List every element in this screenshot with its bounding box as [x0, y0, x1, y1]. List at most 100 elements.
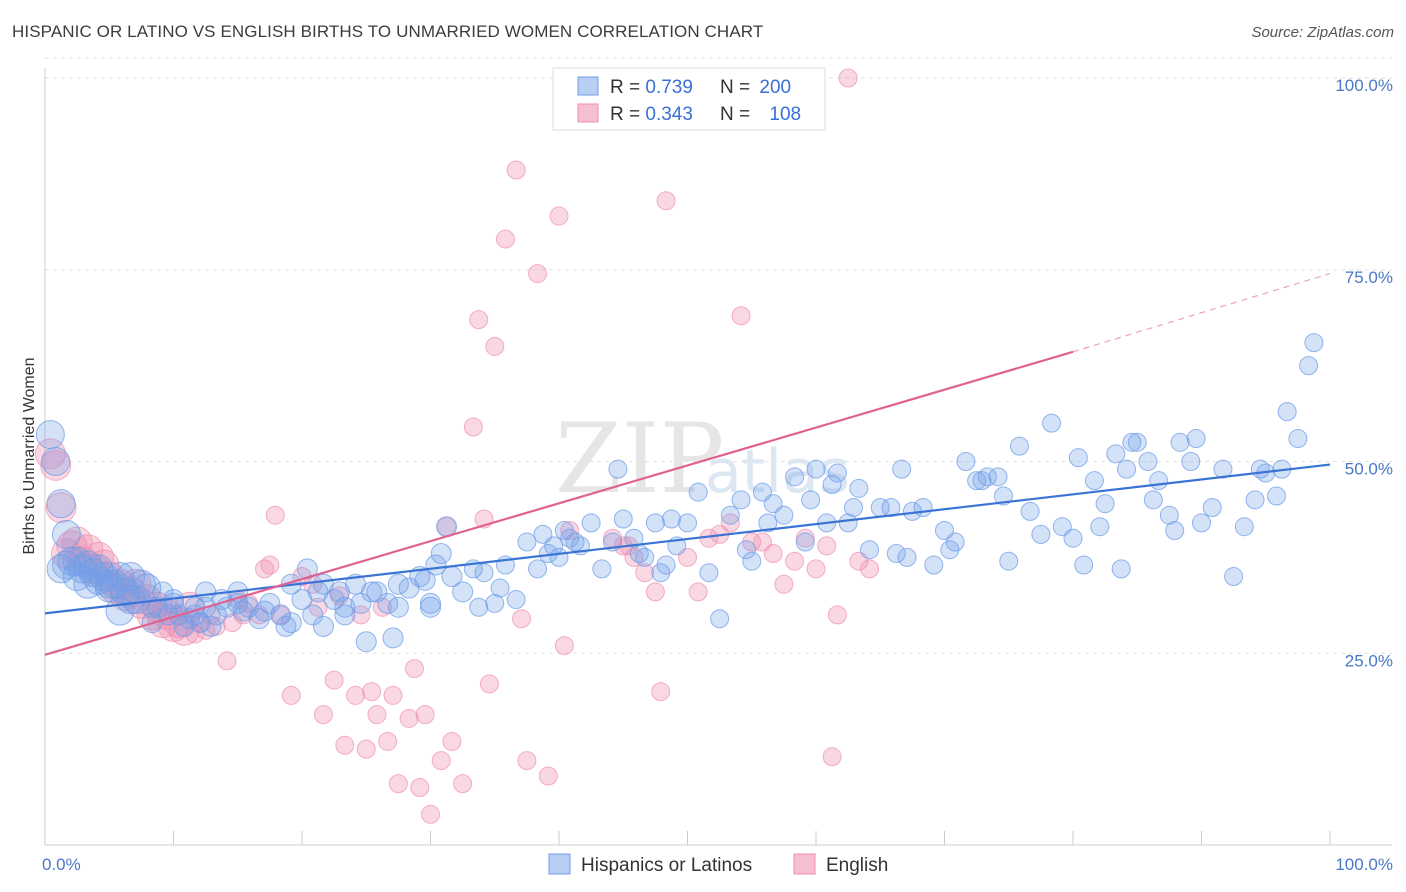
hispanic-point-73 [549, 547, 569, 567]
hispanic-point-154 [1181, 452, 1201, 471]
hispanic-point-170 [420, 592, 441, 614]
hispanic-point-124 [945, 532, 965, 552]
hispanic-point-111 [843, 498, 863, 518]
english-point-81 [560, 521, 580, 541]
english-point-69 [469, 310, 489, 330]
english-point-75 [512, 609, 532, 629]
english-point-41 [271, 605, 291, 625]
hispanic-point-141 [1090, 517, 1110, 537]
chart-source: Source: ZipAtlas.com [1251, 24, 1394, 41]
english-point-73 [495, 229, 515, 249]
english-point-105 [822, 747, 842, 767]
hispanic-point-33 [237, 596, 259, 618]
x-tick-label-0: 0.0% [42, 855, 81, 874]
hispanic-point-92 [688, 482, 708, 502]
hispanic-point-110 [838, 513, 858, 533]
hispanic-point-106 [806, 459, 826, 479]
english-point-95 [720, 513, 740, 533]
hispanic-point-148 [1138, 452, 1158, 471]
english-trend-line-extension [1072, 273, 1331, 353]
english-point-74 [506, 160, 526, 180]
hispanic-points [35, 333, 1324, 653]
hispanic-point-48 [355, 631, 377, 653]
english-point-46 [313, 705, 333, 725]
hispanic-point-168 [1299, 356, 1319, 376]
english-point-66 [442, 731, 462, 751]
hispanic-point-69 [528, 559, 548, 579]
english-point-59 [399, 708, 419, 728]
grid-lines [45, 57, 1392, 654]
hispanic-point-194 [382, 627, 404, 649]
hispanic-point-139 [1074, 555, 1094, 575]
english-point-104 [817, 536, 837, 556]
english-point-86 [624, 547, 644, 567]
english-point-92 [688, 582, 708, 602]
hispanic-point-24 [173, 615, 195, 637]
english-point-103 [806, 559, 826, 579]
english-trend-line [44, 350, 1074, 656]
hispanic-point-130 [993, 486, 1013, 506]
hispanic-point-34 [248, 608, 270, 630]
hispanic-point-98 [742, 551, 762, 571]
hispanic-point-64 [485, 593, 505, 613]
legend-r-value-1: 0.739 [645, 77, 693, 98]
hispanic-point-36 [270, 604, 292, 626]
english-point-61 [410, 777, 430, 797]
hispanic-point-153 [1170, 432, 1190, 452]
english-point-79 [549, 206, 569, 226]
hispanic-point-184 [62, 546, 92, 576]
hispanic-point-63 [474, 563, 494, 583]
y-tick-label-50: 50.0% [1345, 460, 1393, 479]
english-point-89 [651, 682, 671, 702]
hispanic-point-193 [361, 581, 383, 603]
english-point-39 [260, 555, 280, 575]
hispanic-point-88 [656, 555, 676, 575]
legend-row-2: R = 0.343 [610, 104, 693, 125]
hispanic-point-134 [1031, 524, 1051, 544]
hispanic-point-51 [387, 573, 409, 595]
hispanic-point-121 [924, 555, 944, 575]
english-point-77 [528, 264, 548, 284]
hispanic-point-135 [1042, 413, 1062, 433]
hispanic-point-191 [280, 612, 302, 634]
hispanic-point-93 [699, 563, 719, 583]
x-tick-label-100: 100.0% [1335, 855, 1393, 874]
english-point-49 [335, 735, 355, 755]
english-point-67 [453, 774, 473, 794]
legend-n-label-2: N = [720, 104, 755, 125]
bottom-legend: Hispanics or Latinos English [548, 853, 888, 876]
hispanic-point-108 [822, 475, 842, 495]
hispanic-point-167 [1288, 428, 1308, 448]
english-point-87 [635, 563, 655, 583]
bottom-legend-label-english: English [826, 855, 888, 876]
bottom-legend-swatch-blue [548, 853, 571, 875]
english-point-72 [485, 336, 505, 356]
hispanic-point-49 [366, 581, 388, 603]
hispanic-point-140 [1084, 471, 1104, 491]
english-point-68 [463, 417, 483, 437]
english-point-90 [656, 191, 676, 211]
trend-lines [44, 273, 1331, 656]
hispanic-point-45 [334, 596, 356, 618]
hispanic-point-187 [105, 562, 135, 592]
hispanic-point-157 [1202, 498, 1222, 518]
hispanic-point-137 [1063, 528, 1083, 548]
hispanic-point-145 [1117, 459, 1137, 479]
hispanic-point-181 [94, 569, 124, 599]
axes [44, 68, 1392, 846]
hispanic-point-102 [774, 505, 794, 525]
hispanic-point-41 [302, 604, 324, 626]
english-point-52 [356, 739, 376, 759]
hispanic-point-183 [73, 550, 103, 580]
english-point-76 [517, 751, 537, 771]
english-point-57 [383, 685, 403, 705]
hispanic-point-62 [469, 597, 489, 617]
hispanic-point-172 [334, 604, 356, 626]
hispanic-point-83 [624, 528, 644, 548]
english-point-106 [827, 605, 847, 625]
y-tick-label-25: 25.0% [1345, 651, 1393, 670]
english-point-71 [479, 674, 499, 694]
english-point-47 [324, 670, 344, 690]
hispanic-point-166 [1277, 402, 1297, 422]
english-point-96 [731, 306, 751, 326]
